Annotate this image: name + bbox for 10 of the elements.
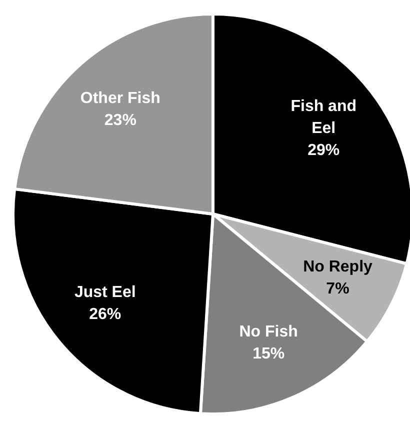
slice-label: Just Eel (74, 284, 136, 301)
data-label: 15% (252, 344, 285, 362)
slice-label: Other Fish (80, 89, 160, 106)
data-label: 26% (89, 306, 122, 323)
data-label: 7% (326, 280, 350, 298)
slice-label: Fish and Eel (290, 98, 357, 137)
data-label: 29% (308, 142, 340, 159)
slice-label: No Fish (239, 322, 298, 340)
slice-label: No Reply (303, 258, 373, 276)
data-label: 23% (104, 111, 136, 128)
